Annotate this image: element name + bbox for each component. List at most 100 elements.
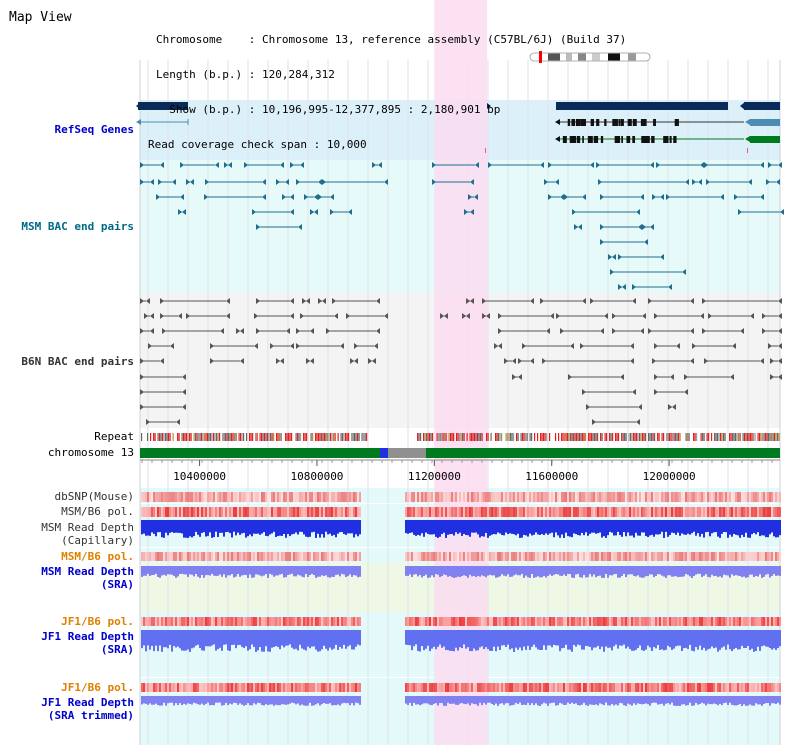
- track-label-chromosome[interactable]: chromosome 13: [47, 446, 134, 459]
- track-label-repeat[interactable]: Repeat: [94, 430, 134, 443]
- polymorphism-cell: [659, 492, 661, 502]
- repeat-element: [459, 433, 461, 441]
- depth-bar: [659, 520, 661, 535]
- depth-bar: [455, 630, 457, 648]
- depth-bar: [493, 520, 495, 535]
- depth-bar: [295, 566, 297, 577]
- polymorphism-cell: [733, 492, 735, 502]
- polymorphism-cell: [553, 492, 555, 502]
- track-label-refseq-genes[interactable]: RefSeq Genes: [54, 123, 134, 136]
- polymorphism-cell: [743, 617, 745, 626]
- depth-bar: [315, 630, 317, 650]
- b6n-bac-pair-end: [546, 328, 550, 334]
- polymorphism-cell: [747, 552, 749, 561]
- polymorphism-cell: [671, 617, 673, 626]
- track-label-msm-bac[interactable]: MSM BAC end pairs: [21, 220, 134, 233]
- depth-bar: [743, 696, 745, 705]
- depth-bar: [591, 566, 593, 577]
- polymorphism-cell: [485, 507, 487, 517]
- depth-bar: [609, 630, 611, 648]
- depth-bar: [461, 696, 463, 703]
- polymorphism-cell: [289, 507, 291, 517]
- polymorphism-cell: [517, 683, 519, 692]
- polymorphism-cell: [221, 492, 223, 502]
- polymorphism-cell: [293, 552, 295, 561]
- repeat-element: [477, 433, 479, 441]
- polymorphism-cell: [477, 507, 479, 517]
- polymorphism-cell: [329, 492, 331, 502]
- polymorphism-cell: [625, 492, 627, 502]
- polymorphism-cell: [231, 617, 233, 626]
- repeat-element: [295, 433, 297, 441]
- depth-bar: [725, 566, 727, 576]
- depth-bar: [533, 566, 535, 578]
- repeat-element: [351, 433, 353, 441]
- polymorphism-cell: [559, 683, 561, 692]
- track-label-jf1-b6-pol-2[interactable]: JF1/B6 pol.: [61, 681, 134, 694]
- repeat-element: [735, 433, 737, 441]
- depth-bar: [773, 696, 775, 704]
- polymorphism-cell: [205, 507, 207, 517]
- depth-bar: [747, 630, 749, 647]
- repeat-element: [762, 433, 764, 441]
- depth-bar: [359, 566, 361, 577]
- depth-bar: [441, 520, 443, 534]
- polymorphism-cell: [705, 492, 707, 502]
- b6n-bac-pair-end: [372, 358, 376, 364]
- depth-bar: [631, 566, 633, 575]
- polymorphism-cell: [625, 617, 627, 626]
- depth-bar: [509, 696, 511, 706]
- depth-bar: [675, 520, 677, 535]
- polymorphism-cell: [777, 617, 779, 626]
- polymorphism-cell: [201, 552, 203, 561]
- depth-bar: [293, 566, 295, 577]
- repeat-element: [276, 433, 278, 441]
- repeat-element: [252, 433, 254, 441]
- depth-bar: [657, 696, 659, 705]
- polymorphism-cell: [481, 552, 483, 561]
- polymorphism-cell: [197, 683, 199, 692]
- polymorphism-cell: [523, 492, 525, 502]
- polymorphism-cell: [619, 552, 621, 561]
- depth-bar: [477, 630, 479, 651]
- track-label-dbsnp[interactable]: dbSNP(Mouse): [54, 490, 134, 503]
- gene-exon: [571, 136, 574, 143]
- msm-bac-pair-end: [432, 179, 436, 185]
- track-label-msm-depth-capillary[interactable]: MSM Read Depth: [41, 521, 134, 534]
- depth-bar: [635, 566, 637, 577]
- polymorphism-cell: [507, 617, 509, 626]
- msm-bac-pair-end: [140, 162, 144, 168]
- track-label-jf1-depth-trimmed[interactable]: JF1 Read Depth: [41, 696, 134, 709]
- b6n-bac-pair-end: [270, 343, 274, 349]
- track-label-msm-depth-sra[interactable]: MSM Read Depth: [41, 565, 134, 578]
- depth-bar: [333, 520, 335, 535]
- depth-bar: [727, 630, 729, 645]
- b6n-bac-pair-end: [582, 389, 586, 395]
- msm-bac-pair-end: [470, 179, 474, 185]
- depth-bar: [265, 520, 267, 536]
- track-label-msm-b6-pol-2[interactable]: MSM/B6 pol.: [61, 550, 134, 563]
- polymorphism-cell: [461, 552, 463, 561]
- depth-bar: [529, 566, 531, 578]
- depth-bar: [517, 630, 519, 650]
- polymorphism-cell: [747, 683, 749, 692]
- depth-bar: [693, 520, 695, 532]
- polymorphism-cell: [327, 507, 329, 517]
- repeat-element: [570, 433, 572, 441]
- depth-bar: [427, 696, 429, 704]
- track-label-jf1-b6-pol-1[interactable]: JF1/B6 pol.: [61, 615, 134, 628]
- depth-bar: [623, 566, 625, 574]
- track-label-b6n-bac[interactable]: B6N BAC end pairs: [21, 355, 134, 368]
- polymorphism-cell: [155, 683, 157, 692]
- b6n-bac-pair-end: [310, 358, 314, 364]
- polymorphism-cell: [635, 507, 637, 517]
- polymorphism-cell: [461, 617, 463, 626]
- polymorphism-cell: [701, 617, 703, 626]
- repeat-element: [643, 433, 645, 441]
- depth-bar: [621, 630, 623, 646]
- track-label-msm-b6-pol-1[interactable]: MSM/B6 pol.: [61, 505, 134, 518]
- repeat-element: [298, 433, 300, 441]
- track-label-jf1-depth-sra[interactable]: JF1 Read Depth: [41, 630, 134, 643]
- polymorphism-cell: [553, 617, 555, 626]
